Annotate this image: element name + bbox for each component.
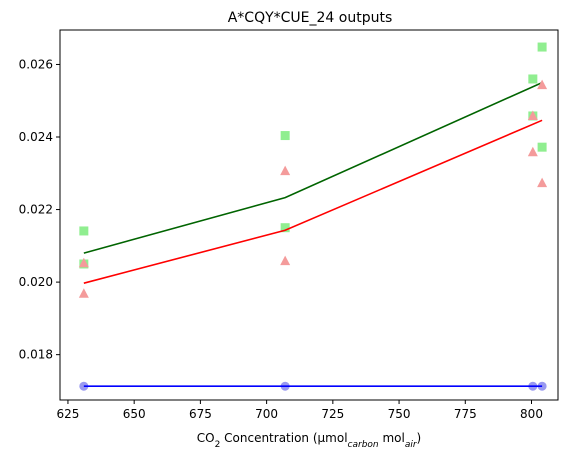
x-tick-label: 725 xyxy=(321,407,344,421)
x-tick-label: 800 xyxy=(520,407,543,421)
x-tick-label: 700 xyxy=(255,407,278,421)
x-tick-label: 675 xyxy=(189,407,212,421)
data-point-triangle xyxy=(78,288,89,298)
data-point-square xyxy=(537,42,547,52)
x-tick-label: 650 xyxy=(123,407,146,421)
data-point-triangle xyxy=(527,146,538,157)
data-point-square xyxy=(79,226,89,236)
x-axis-label: CO2 Concentration (µmolcarbon molair) xyxy=(197,431,421,450)
x-tick-label: 750 xyxy=(388,407,411,421)
data-point-square xyxy=(537,142,547,152)
y-tick-label: 0.026 xyxy=(19,57,53,71)
y-tick-label: 0.022 xyxy=(19,203,53,217)
data-point-triangle xyxy=(537,79,548,90)
x-tick-label: 625 xyxy=(56,407,79,421)
y-tick-label: 0.018 xyxy=(19,348,53,362)
data-point-triangle xyxy=(280,255,291,266)
data-point-triangle xyxy=(527,110,538,120)
data-point-square xyxy=(280,223,290,233)
y-tick-label: 0.024 xyxy=(19,130,53,144)
data-point-triangle xyxy=(280,165,291,176)
y-tick-label: 0.020 xyxy=(19,275,53,289)
x-axis-ticks: 625 650 675 700 725 750 775 800 xyxy=(56,400,543,421)
fit-line xyxy=(83,81,543,254)
plot-frame xyxy=(59,29,559,401)
fit-line xyxy=(83,119,543,284)
plot-area xyxy=(78,42,548,391)
data-point-triangle xyxy=(78,257,89,268)
y-axis-ticks: 0.018 0.020 0.022 0.024 0.026 xyxy=(19,57,60,362)
data-point-triangle xyxy=(537,177,548,188)
x-tick-label: 775 xyxy=(454,407,477,421)
data-point-square xyxy=(528,74,538,84)
data-point-square xyxy=(280,131,290,141)
chart-title: A*CQY*CUE_24 outputs xyxy=(228,10,393,26)
